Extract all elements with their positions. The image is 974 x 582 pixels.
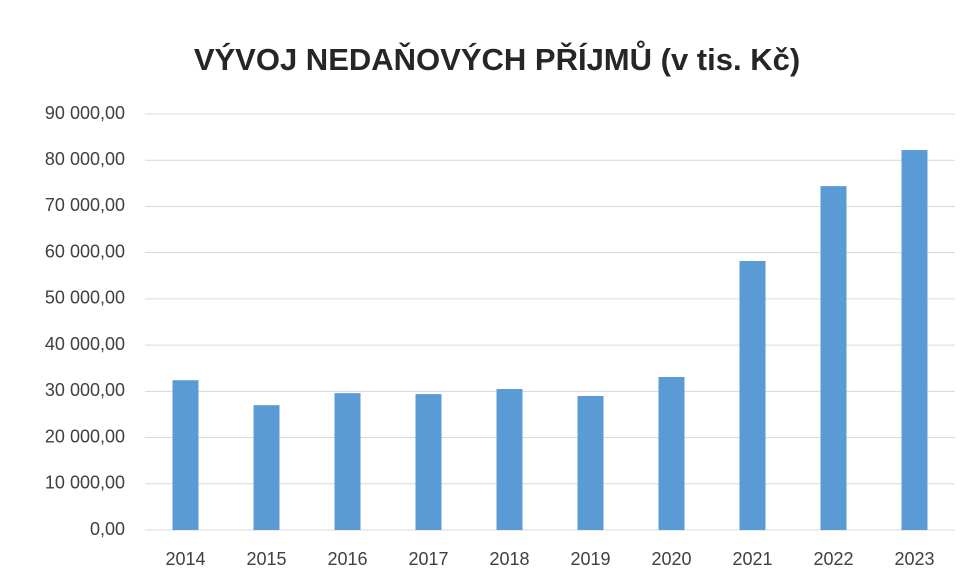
bar: [253, 405, 280, 530]
x-tick-label: 2015: [246, 549, 286, 569]
x-tick-label: 2021: [732, 549, 772, 569]
chart-title: VÝVOJ NEDAŇOVÝCH PŘÍJMŮ (v tis. Kč): [194, 39, 800, 77]
bar: [415, 394, 442, 530]
y-tick-label: 40 000,00: [45, 334, 125, 354]
bar: [901, 150, 928, 530]
bar: [334, 393, 361, 530]
y-tick-label: 10 000,00: [45, 473, 125, 493]
x-tick-label: 2018: [489, 549, 529, 569]
x-tick-label: 2022: [813, 549, 853, 569]
bar: [496, 389, 523, 530]
y-tick-label: 80 000,00: [45, 149, 125, 169]
x-tick-label: 2020: [651, 549, 691, 569]
bar: [577, 395, 604, 530]
x-tick-label: 2023: [894, 549, 934, 569]
y-tick-label: 60 000,00: [45, 241, 125, 261]
x-tick-label: 2014: [165, 549, 205, 569]
x-tick-label: 2017: [408, 549, 448, 569]
y-tick-label: 90 000,00: [45, 103, 125, 123]
y-tick-label: 50 000,00: [45, 288, 125, 308]
y-tick-label: 20 000,00: [45, 426, 125, 446]
bar: [658, 377, 685, 530]
y-tick-label: 0,00: [90, 519, 125, 539]
y-tick-label: 30 000,00: [45, 380, 125, 400]
y-tick-label: 70 000,00: [45, 195, 125, 215]
x-tick-label: 2016: [327, 549, 367, 569]
bar: [172, 380, 199, 530]
bar: [820, 186, 847, 530]
x-tick-label: 2019: [570, 549, 610, 569]
bar: [739, 260, 766, 530]
